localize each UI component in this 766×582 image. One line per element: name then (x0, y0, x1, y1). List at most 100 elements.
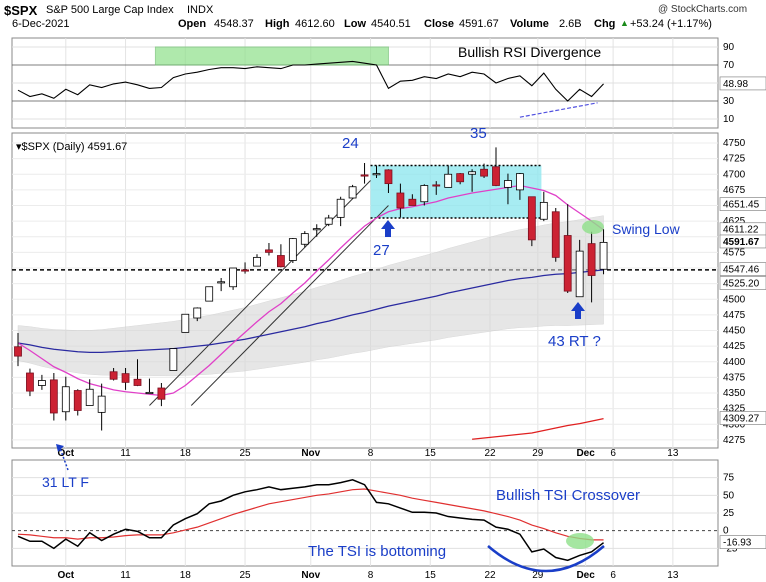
open-label: Open (178, 18, 207, 30)
annotations: Bullish RSI Divergence 24 35 27 Swing Low 43 … (42, 44, 681, 573)
slow-moving-average (17, 269, 604, 354)
candle-body (169, 348, 178, 371)
candle-body (253, 256, 261, 267)
candle-body (527, 196, 536, 241)
rsi-divergence-annotation: Bullish RSI Divergence (458, 44, 601, 60)
chg-value: +53.24 (+1.17%) (630, 18, 712, 30)
rsi-divergence-line (519, 102, 598, 118)
tsi-line (17, 479, 605, 562)
price-tick-label: 4450 (723, 326, 746, 337)
price-x-tick-label: Nov (301, 448, 320, 459)
tsi-bottoming-annotation: The TSI is bottoming (308, 543, 446, 560)
candle-body (396, 192, 405, 209)
swing-low-annotation: Swing Low (612, 221, 681, 237)
candle-body (241, 269, 249, 272)
price-tick-label: 4675 (723, 185, 746, 196)
candle-body (288, 238, 297, 261)
candle-body (73, 390, 82, 411)
rsi-line (17, 60, 604, 102)
price-tick-label: 4325 (723, 404, 746, 415)
series-lines (17, 60, 605, 562)
chart-ticker: $SPX (4, 3, 38, 18)
tsi-x-tick-label: 29 (532, 570, 544, 581)
up-arrow-icon (571, 302, 585, 319)
candle-body (109, 371, 118, 380)
price-tick-label: 4725 (723, 154, 746, 165)
candle-body (205, 286, 214, 302)
tsi-x-tick-label: 15 (425, 570, 437, 581)
candle-body (516, 173, 524, 191)
tsi-x-tick-label: 25 (239, 570, 251, 581)
candle-body (26, 372, 34, 392)
candle-body (563, 235, 572, 292)
rsi-tick-label: 10 (723, 114, 735, 125)
price-label-bg (719, 197, 766, 211)
volume-label: Volume (510, 18, 549, 30)
price-x-tick-label: Dec (576, 448, 595, 459)
candle-body (444, 173, 453, 188)
candle-body (360, 174, 369, 177)
price-tick-label: 4275 (723, 435, 746, 446)
price-tick-label: 4350 (723, 388, 746, 399)
count-27-annotation: 27 (373, 242, 390, 259)
price-tick-label: 4625 (723, 216, 746, 227)
candle-body (539, 201, 548, 220)
chart-date: 6-Dec-2021 (12, 18, 70, 30)
tsi-crossover-annotation: Bullish TSI Crossover (496, 487, 640, 504)
price-label-bg (719, 234, 766, 249)
candle-body (408, 198, 417, 206)
price-x-tick-label: 25 (239, 448, 251, 459)
price-label: 4309.27 (723, 413, 760, 424)
tsi-x-tick-label: Nov (301, 570, 320, 581)
price-tick-label: 4475 (723, 310, 746, 321)
candle-body (300, 233, 309, 245)
tsi-tick-label: 50 (723, 490, 735, 501)
candle-body (121, 373, 130, 383)
tsi-last-value-label: -16.93 (723, 538, 752, 549)
price-x-tick-label: 18 (180, 448, 192, 459)
rsi-tick-label: 70 (723, 60, 735, 71)
candle-body (480, 168, 488, 177)
rsi-tick-label: 30 (723, 96, 735, 107)
price-label-bg (719, 411, 766, 425)
price-tick-label: 4700 (723, 169, 746, 180)
tsi-x-tick-label: Oct (57, 570, 74, 581)
price-label: 4547.46 (723, 265, 760, 276)
candle-body (456, 173, 465, 183)
lt-f-arrowhead-icon (56, 444, 64, 452)
price-label: 4591.67 (723, 237, 760, 248)
candle-body (587, 243, 596, 276)
tsi-x-tick-label: 22 (484, 570, 496, 581)
uptrend-line-1 (149, 180, 371, 406)
candle-body (420, 185, 429, 203)
candle-body (193, 307, 202, 319)
count-35-annotation: 35 (470, 125, 487, 142)
candle-body (384, 169, 393, 185)
low-value: 4540.51 (371, 18, 411, 30)
chart-exchange: INDX (187, 4, 214, 16)
price-x-tick-label: 8 (368, 448, 374, 459)
rsi-last-value-label: 48.98 (723, 79, 748, 90)
tsi-x-tick-label: 11 (120, 570, 131, 581)
price-label-bg (719, 262, 766, 276)
close-label: Close (424, 18, 454, 30)
price-x-tick-label: 11 (120, 448, 131, 459)
swing-low-highlight (582, 220, 604, 234)
candle-body (312, 228, 321, 231)
price-tick-label: 4750 (723, 138, 746, 149)
tsi-tick-label: 25 (723, 508, 735, 519)
price-x-tick-label: 22 (484, 448, 496, 459)
rsi-last-value-label-bg (719, 76, 766, 91)
candle-body (324, 217, 333, 225)
high-label: High (265, 18, 290, 30)
candle-body (276, 255, 285, 268)
chg-label: Chg (594, 18, 616, 30)
price-panel-title: ▾$SPX (Daily) 4591.67 (16, 141, 127, 153)
up-arrow-icon (381, 220, 395, 237)
candle-body (372, 173, 381, 176)
price-tick-label: 4425 (723, 341, 746, 352)
lower-indicator-line (472, 417, 604, 440)
lt-f-annotation: 31 LT F (42, 474, 89, 490)
